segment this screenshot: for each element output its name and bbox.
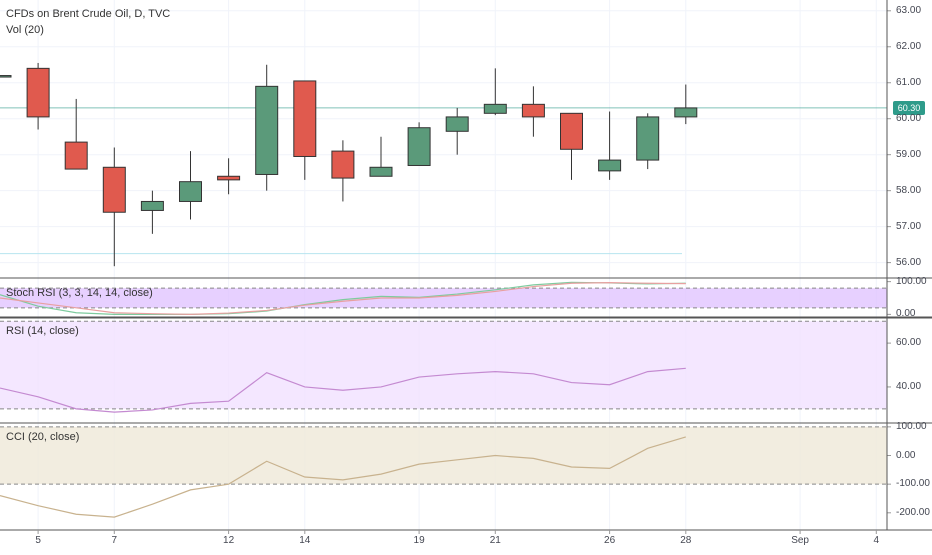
- price-tick-label: 58.00: [896, 184, 922, 196]
- rsi-band: [0, 321, 887, 409]
- time-tick-label: 5: [35, 535, 41, 546]
- candle-body: [179, 181, 202, 202]
- time-tick-label: 4: [873, 535, 880, 546]
- time-tick-label: 7: [111, 535, 118, 546]
- cci-band: [0, 426, 887, 485]
- candle-body: [26, 67, 50, 118]
- candle-body: [636, 116, 660, 161]
- rsi-title: RSI (14, close): [6, 325, 79, 337]
- stoch-rsi-title: Stoch RSI (3, 3, 14, 14, close): [6, 287, 153, 299]
- candle-body: [521, 103, 545, 118]
- last-price-tag: 60.30: [893, 101, 925, 115]
- stoch-series-line: [0, 282, 686, 315]
- candle-body: [560, 112, 583, 150]
- price-tick-label: 63.00: [896, 4, 922, 16]
- volume-label: Vol (20): [6, 24, 44, 36]
- stoch-tick-label: 0.00: [896, 308, 916, 320]
- candle-body: [445, 116, 469, 132]
- time-tick-label: 14: [299, 535, 311, 546]
- candle-body: [293, 80, 317, 157]
- cci-title: CCI (20, close): [6, 431, 80, 443]
- time-tick-label: Sep: [791, 535, 809, 546]
- price-tick-label: 57.00: [896, 220, 922, 232]
- cci-tick-label: -100.00: [896, 478, 930, 490]
- time-tick-label: 26: [604, 535, 616, 546]
- candle-body: [64, 141, 88, 170]
- candle-body: [331, 150, 355, 179]
- candle-body: [0, 75, 12, 78]
- price-tick-label: 56.00: [896, 256, 922, 268]
- candle-body: [102, 166, 126, 213]
- price-tick-label: 61.00: [896, 76, 922, 88]
- candle-body: [255, 85, 279, 175]
- stoch-band: [0, 288, 887, 308]
- price-tick-label: 62.00: [896, 40, 922, 52]
- stoch-series-line: [0, 281, 686, 315]
- candle-body: [483, 103, 507, 114]
- chart-title: CFDs on Brent Crude Oil, D, TVC: [6, 8, 171, 20]
- price-tick-label: 60.00: [896, 112, 922, 124]
- rsi-tick-label: 40.00: [896, 380, 922, 392]
- candle-body: [140, 200, 164, 211]
- time-tick-label: 19: [413, 535, 425, 546]
- cci-tick-label: -200.00: [896, 506, 930, 518]
- cci-series-line: [0, 436, 686, 518]
- cci-tick-label: 100.00: [896, 420, 927, 432]
- rsi-tick-label: 60.00: [896, 337, 922, 349]
- rsi-series-line: [0, 367, 686, 413]
- candle-body: [407, 127, 431, 166]
- candle-body: [598, 159, 622, 172]
- time-tick-label: 21: [489, 535, 501, 546]
- time-tick-label: 28: [680, 535, 692, 546]
- time-tick-label: 12: [223, 535, 235, 546]
- price-tick-label: 59.00: [896, 148, 922, 160]
- cci-tick-label: 0.00: [896, 449, 916, 461]
- candle-body: [369, 166, 393, 177]
- candle-body: [674, 107, 698, 118]
- candle-body: [217, 175, 241, 181]
- stoch-tick-label: 100.00: [896, 275, 927, 287]
